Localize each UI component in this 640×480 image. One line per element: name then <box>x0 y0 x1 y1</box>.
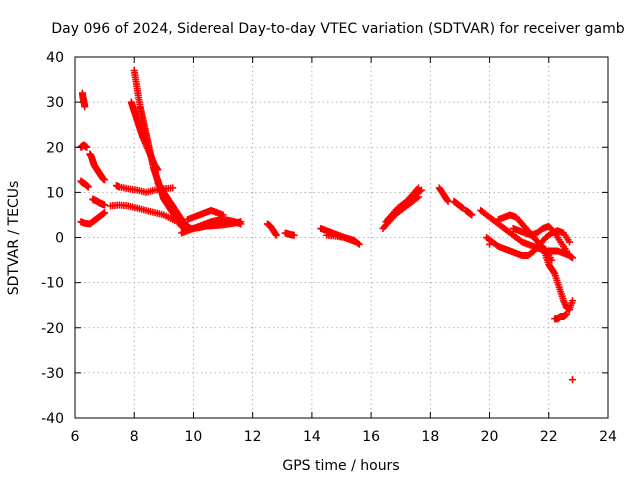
series-pass-e <box>89 195 109 209</box>
x-tick-labels: 6 8 10 12 14 16 18 20 22 24 <box>71 429 617 445</box>
data-point <box>568 297 576 305</box>
x-tick-label: 24 <box>599 429 617 445</box>
x-axis-label: GPS time / hours <box>282 458 399 474</box>
data-point <box>101 201 109 209</box>
data-point <box>414 193 422 201</box>
data-point <box>101 209 109 217</box>
data-point <box>355 240 363 248</box>
y-tick-label: 20 <box>46 140 64 156</box>
y-tick-label: -30 <box>41 366 64 382</box>
x-tick-label: 22 <box>540 429 558 445</box>
x-tick-label: 20 <box>481 429 499 445</box>
series-pass-y <box>483 227 574 260</box>
data-point <box>81 103 89 111</box>
series-pass-v <box>450 197 467 212</box>
series-pass-h <box>107 201 192 232</box>
y-tick-label: 0 <box>55 231 64 247</box>
y-tick-label: 40 <box>46 50 64 66</box>
series-pass-b <box>77 141 91 151</box>
data-point <box>568 254 576 262</box>
series-pass-n <box>263 220 280 239</box>
data-point <box>290 231 298 239</box>
series-pass-o <box>281 229 298 239</box>
data-point <box>468 211 476 219</box>
data-point <box>83 143 91 151</box>
x-tick-label: 14 <box>303 429 321 445</box>
data-point <box>354 239 362 247</box>
series-pass-l <box>178 218 245 237</box>
data-point <box>272 231 280 239</box>
data-point <box>219 211 227 219</box>
data-point <box>417 186 425 194</box>
x-tick-label: 18 <box>421 429 439 445</box>
data-point <box>154 166 162 174</box>
series-pass-d <box>86 150 109 184</box>
data-point <box>563 310 571 318</box>
y-tick-label: 10 <box>46 185 64 201</box>
x-tick-label: 12 <box>244 429 262 445</box>
series-pass-ad <box>486 240 576 384</box>
data-point <box>563 247 571 255</box>
data-point <box>566 238 574 246</box>
series-pass-ac <box>551 310 571 323</box>
x-tick-label: 8 <box>130 429 139 445</box>
x-tick-label: 16 <box>362 429 380 445</box>
x-tick-label: 10 <box>185 429 203 445</box>
series-pass-ab <box>539 243 576 314</box>
data-point <box>568 376 576 384</box>
y-tick-label: 30 <box>46 95 64 111</box>
series-pass-w <box>462 206 476 219</box>
data-point <box>101 176 109 184</box>
y-tick-label: -20 <box>41 321 64 337</box>
data-point <box>237 218 245 226</box>
series-pass-j <box>127 98 162 174</box>
data-point <box>84 183 92 191</box>
series-pass-m <box>184 206 227 223</box>
series-pass-q <box>323 231 363 248</box>
data-point <box>169 184 177 192</box>
data-point <box>486 240 494 248</box>
data-point <box>444 197 452 205</box>
data-point <box>413 194 421 202</box>
series-pass-t <box>391 193 422 219</box>
series-pass-f <box>77 209 109 228</box>
data-point <box>416 187 424 195</box>
series-pass-a <box>78 89 89 111</box>
data-marks <box>77 67 576 384</box>
chart-title: Day 096 of 2024, Sidereal Day-to-day VTE… <box>51 21 624 37</box>
y-tick-labels: 40 30 20 10 0 -10 -20 -30 -40 <box>41 50 64 427</box>
axis-ticks <box>74 56 609 419</box>
y-tick-label: -10 <box>41 276 64 292</box>
x-tick-label: 6 <box>71 429 80 445</box>
y-tick-label: -40 <box>41 411 64 427</box>
series-pass-u <box>435 184 452 205</box>
series-pass-aa <box>509 222 571 255</box>
y-axis-label: SDTVAR / TECUs <box>6 181 22 296</box>
series-pass-c <box>77 177 92 191</box>
